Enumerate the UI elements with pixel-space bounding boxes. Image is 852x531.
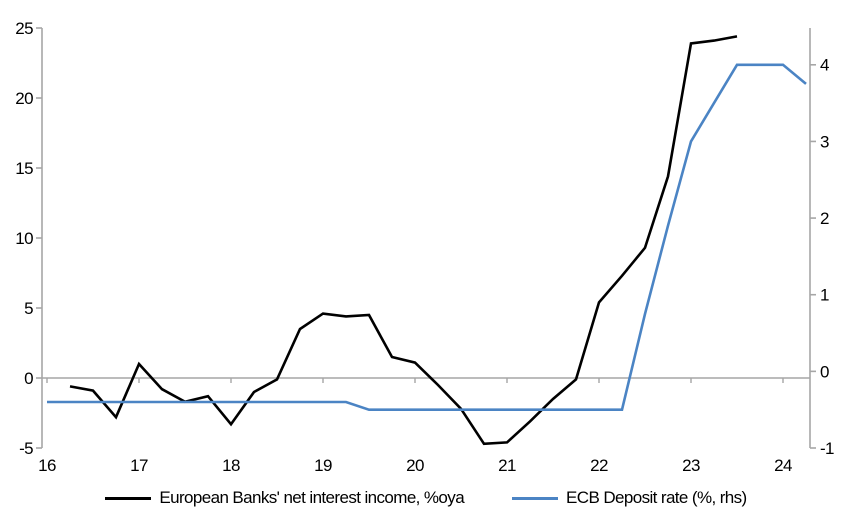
series-group — [47, 35, 807, 446]
legend-item-ecb-rate: ECB Deposit rate (%, rhs) — [512, 488, 747, 508]
left-axis-tick-label: 25 — [15, 19, 33, 38]
x-axis-tick-label: 21 — [498, 456, 516, 475]
nii-line-swatch — [105, 496, 152, 500]
left-axis-tick-label: 0 — [24, 369, 33, 388]
axes-group — [36, 27, 816, 449]
right-axis-tick-label: -1 — [820, 439, 834, 458]
legend: European Banks' net interest income, %oy… — [0, 488, 852, 508]
x-axis-tick-label: 24 — [774, 456, 792, 475]
left-axis-tick-label: 5 — [24, 299, 33, 318]
right-axis-tick-label: 3 — [820, 132, 829, 151]
ecb-rate-line-swatch — [512, 496, 559, 500]
ecb-deposit-rate-line — [47, 63, 807, 412]
right-axis-tick-label: 2 — [820, 209, 829, 228]
x-axis-tick-label: 16 — [38, 456, 56, 475]
right-axis-tick-label: 4 — [820, 56, 829, 75]
legend-label-nii: European Banks' net interest income, %oy… — [159, 488, 465, 507]
legend-label-ecb-rate: ECB Deposit rate (%, rhs) — [566, 488, 747, 507]
left-axis-tick-label: 20 — [15, 89, 33, 108]
x-axis-tick-label: 23 — [682, 456, 700, 475]
x-axis-tick-label: 22 — [590, 456, 608, 475]
x-axis-tick-label: 20 — [406, 456, 424, 475]
x-axis-tick-label: 18 — [222, 456, 240, 475]
left-axis-tick-label: 15 — [15, 159, 33, 178]
x-axis-tick-label: 17 — [130, 456, 148, 475]
european-banks-nii-line — [69, 35, 738, 446]
x-axis-tick-label: 19 — [314, 456, 332, 475]
left-axis-tick-label: 10 — [15, 229, 33, 248]
right-axis-tick-label: 0 — [820, 362, 829, 381]
legend-item-nii: European Banks' net interest income, %oy… — [105, 488, 465, 508]
right-axis-tick-label: 1 — [820, 286, 829, 305]
left-axis-tick-label: -5 — [19, 439, 33, 458]
